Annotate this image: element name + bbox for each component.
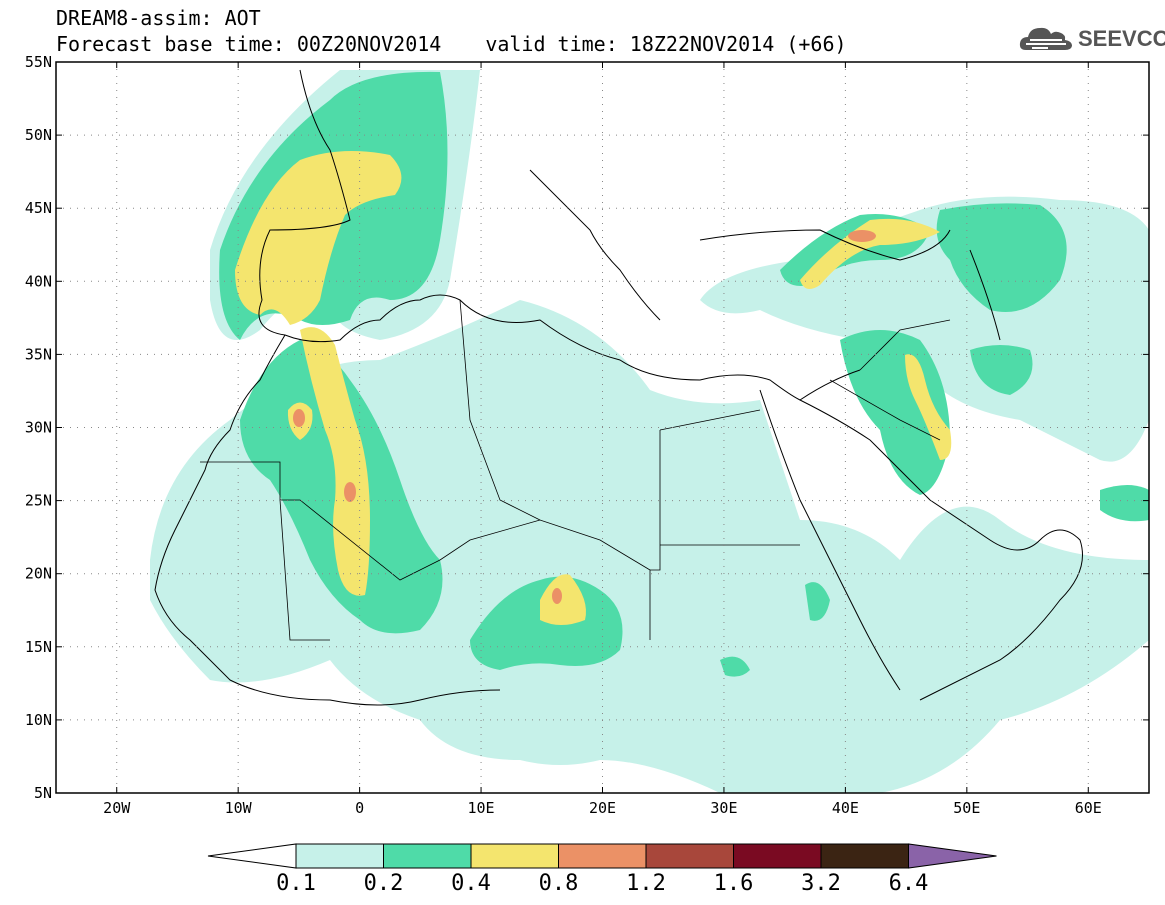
colorbar-swatch [645,843,734,869]
lat-ticks: 55N 50N 45N 40N 35N 30N 25N 20N 15N 10N 5N [25,53,1149,802]
colorbar-swatch [383,843,472,869]
aot-level-0.4 [235,151,952,625]
colorbar-swatch [733,843,822,869]
colorbar-swatch [470,843,559,869]
lat-tick-label: 50N [25,126,52,144]
colorbar-under-arrow [207,843,297,869]
colorbar-level-label: 1.2 [626,871,666,896]
seevccc-logo: SEEVCCC [1018,22,1165,56]
grid-lines [56,62,1149,793]
product-title: DREAM8-assim: AOT [56,6,261,30]
colorbar-over-arrow [908,843,997,869]
aot-level-0.8 [293,230,876,604]
lon-tick-label: 50E [953,799,980,817]
colorbar-swatch [295,843,384,869]
lon-tick-label: 40E [832,799,859,817]
borders [200,299,951,641]
lat-tick-label: 10N [25,711,52,729]
colorbar-level-label: 0.4 [451,871,491,896]
colorbar-level-label: 0.1 [276,871,316,896]
lon-tick-label: 0 [355,799,364,817]
lat-tick-label: 55N [25,53,52,71]
lon-tick-label: 20E [589,799,616,817]
lon-tick-label: 30E [710,799,737,817]
colorbar-level-label: 0.8 [539,871,579,896]
colorbar: 0.1 0.2 0.4 0.8 1.2 1.6 3.2 6.4 [207,843,997,896]
lon-tick-label: 10E [468,799,495,817]
cloud-icon [1019,27,1072,50]
lat-tick-label: 25N [25,492,52,510]
lat-tick-label: 45N [25,199,52,217]
lat-tick-label: 20N [25,565,52,583]
valid-time: valid time: 18Z22NOV2014 (+66) [485,32,847,56]
lat-tick-label: 30N [25,419,52,437]
lon-tick-label: 60E [1075,799,1102,817]
lon-tick-label: 20W [103,799,131,817]
coastlines [154,69,1083,706]
colorbar-level-label: 6.4 [889,871,929,896]
base-time: Forecast base time: 00Z20NOV2014 [56,32,442,56]
lat-tick-label: 5N [34,784,52,802]
time-info: Forecast base time: 00Z20NOV2014 valid ti… [56,34,847,54]
lat-tick-label: 40N [25,272,52,290]
lon-tick-label: 10W [225,799,253,817]
aot-field [150,70,1149,793]
lon-ticks: 20W 10W 0 10E 20E 30E 40E 50E 60E [103,62,1102,817]
logo-text: SEEVCCC [1078,26,1165,51]
colorbar-level-label: 1.6 [714,871,754,896]
colorbar-level-label: 0.2 [364,871,404,896]
colorbar-swatch [558,843,647,869]
lat-tick-label: 15N [25,638,52,656]
colorbar-level-label: 3.2 [801,871,841,896]
colorbar-swatch [820,843,909,869]
lat-tick-label: 35N [25,345,52,363]
